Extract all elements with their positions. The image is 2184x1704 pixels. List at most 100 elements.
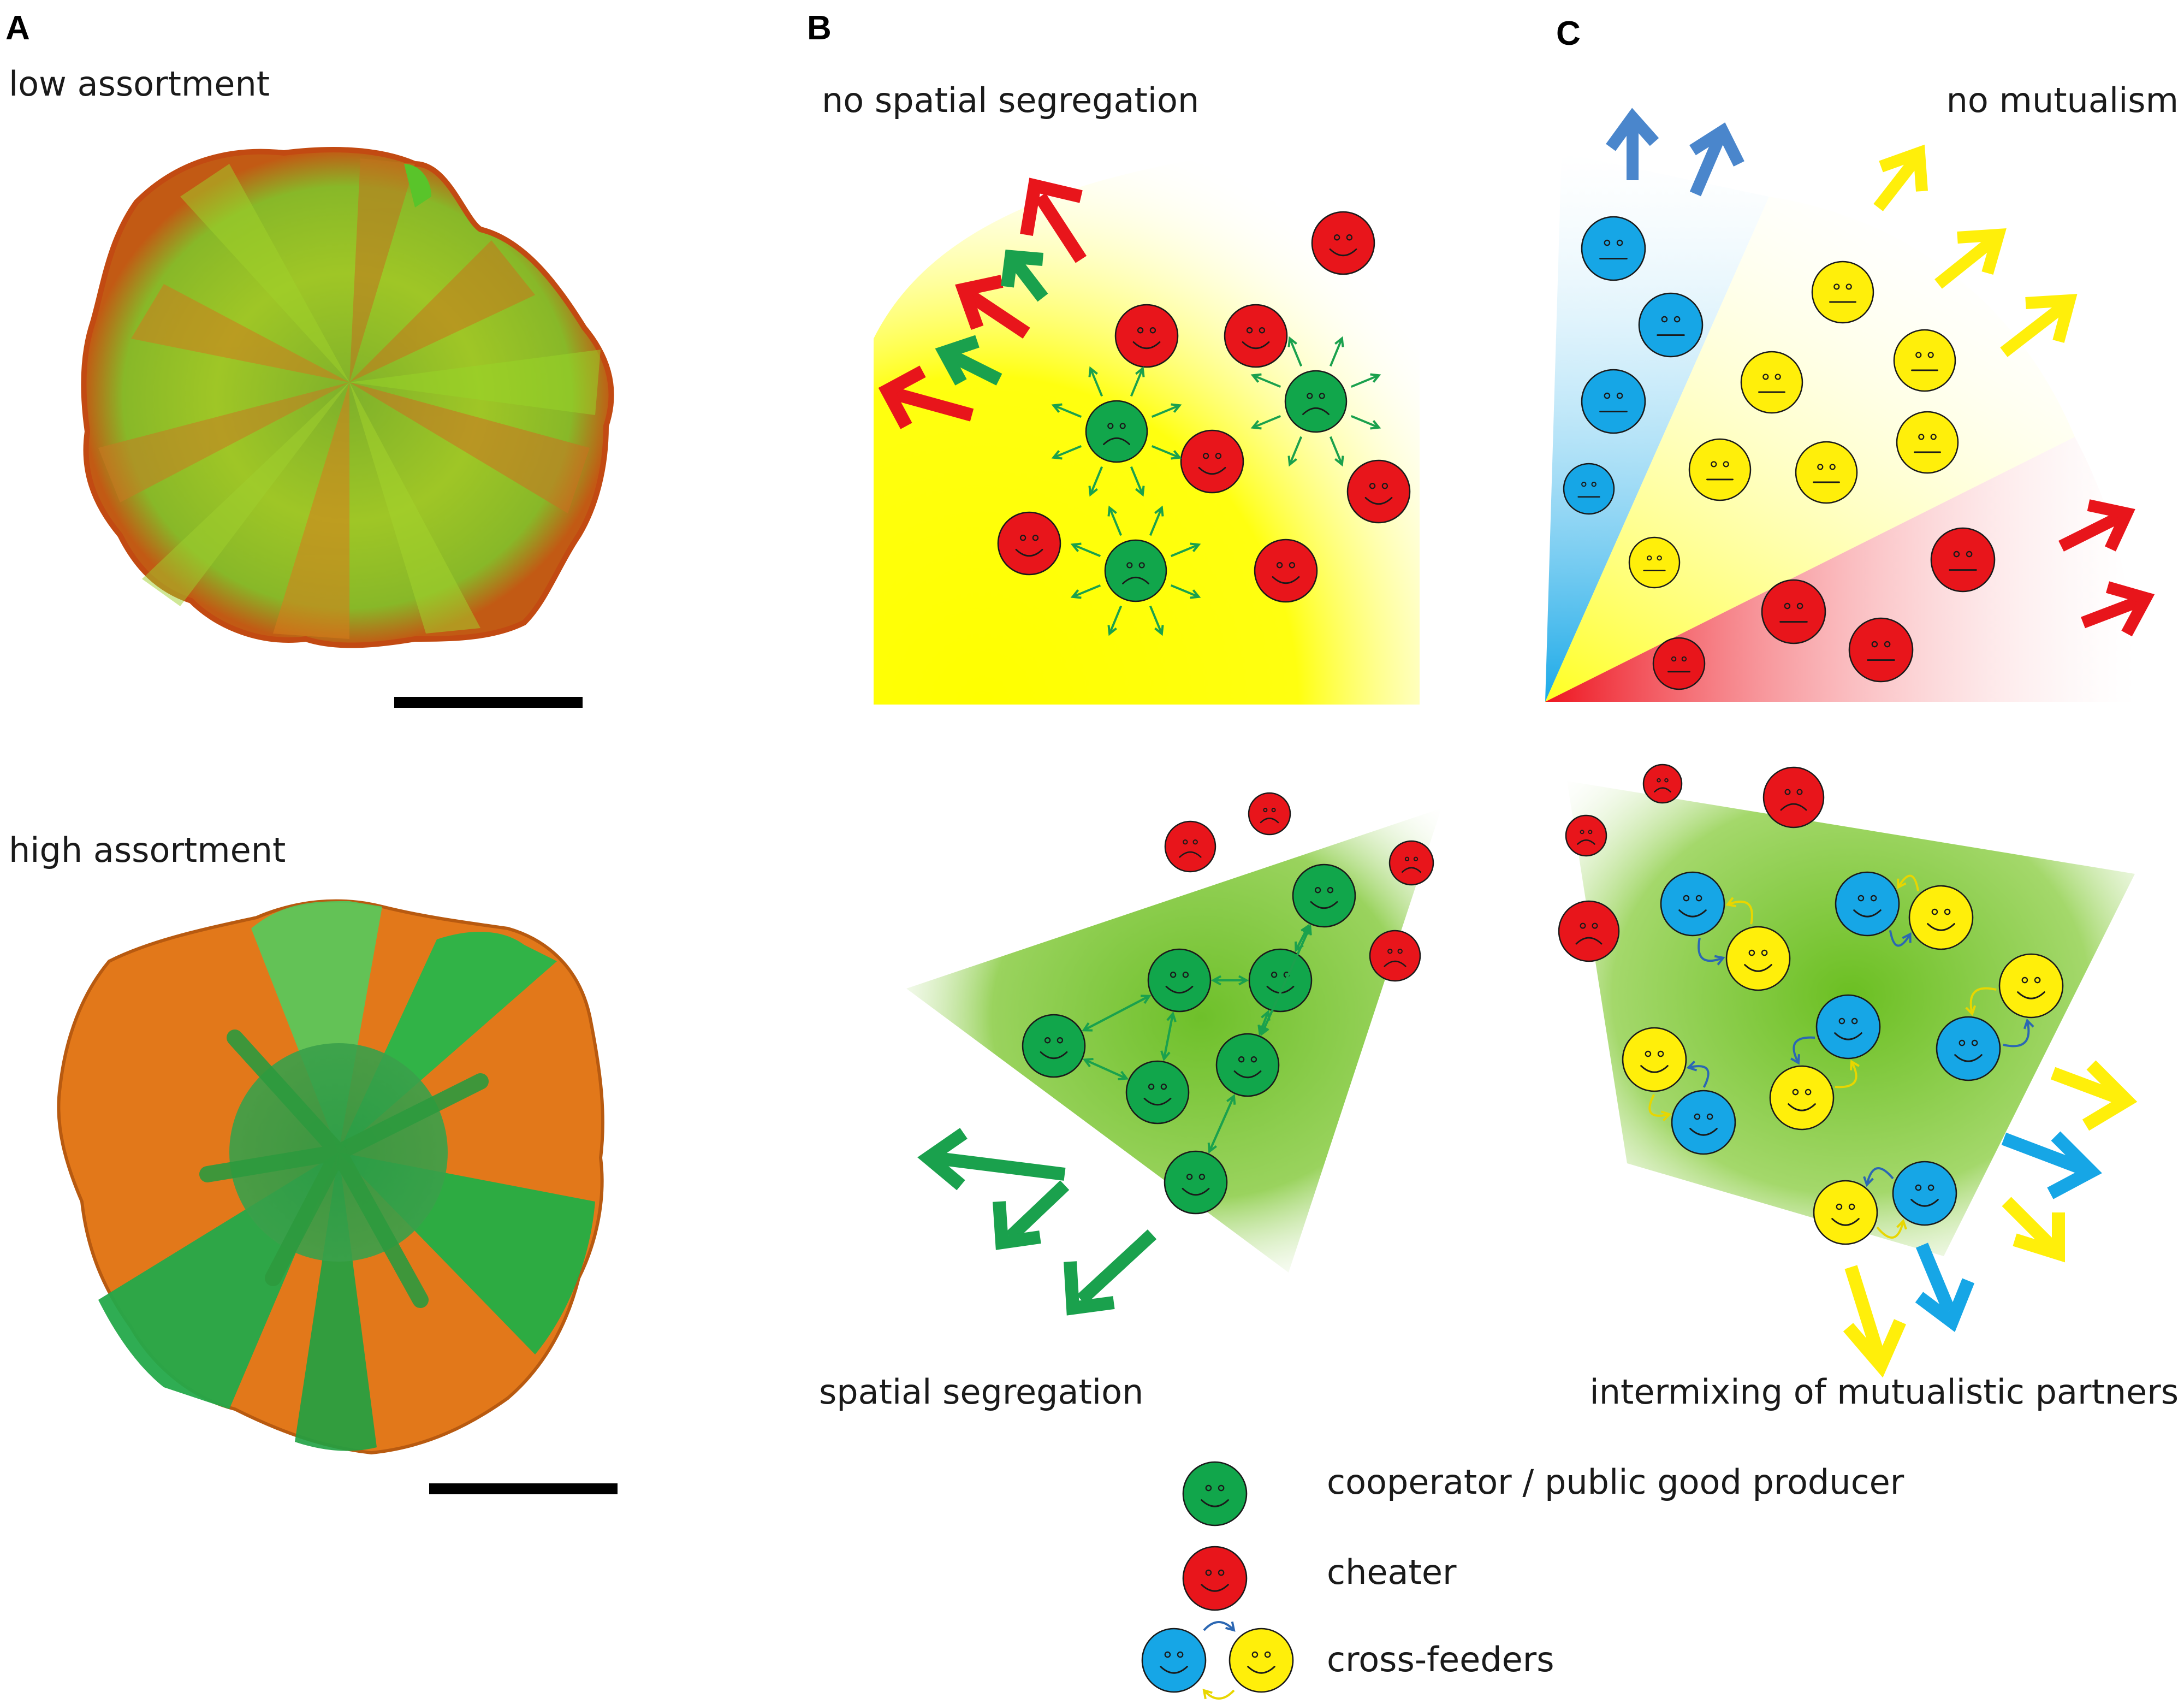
cross-feeding-arrow [1725, 897, 1753, 925]
cooperator-cell-icon [1022, 1014, 1086, 1078]
cross-feeder-yellow-cell-icon [1228, 1628, 1294, 1693]
cooperator-cell-icon [1215, 1033, 1280, 1097]
faces-panel-b [997, 211, 1434, 1215]
cross-feeder-yellow-cell-icon [1769, 1065, 1835, 1131]
cross-feeder-blue-cell-icon [1892, 1161, 1957, 1226]
cross-feeding-arrows-c [1648, 874, 2034, 1239]
cross-feeding-arrow [1965, 987, 1997, 1016]
cooperator-cell-icon [1284, 370, 1348, 433]
panel-a-top-label: low assortment [9, 64, 270, 104]
cross-feeder-blue-cell-icon [1581, 216, 1646, 281]
diffusion-arrow [1350, 415, 1381, 430]
panel-c-bottom-label: intermixing of mutualistic partners [1590, 1372, 2179, 1412]
diffusion-arrow [1070, 584, 1101, 599]
diffusion-arrow [1051, 403, 1082, 418]
panel-b-top-label: no spatial segregation [822, 80, 1199, 120]
cross-feeder-yellow-cell-icon [1725, 926, 1791, 991]
cross-feeding-arrow [2003, 1018, 2034, 1048]
diffusion-arrow [1107, 505, 1123, 536]
cheater-cell-icon [1164, 820, 1216, 873]
cooperator-cell-icon [1085, 400, 1148, 463]
cross-feeder-yellow-cell-icon [1908, 885, 1974, 950]
diffusion-arrow [1088, 466, 1103, 497]
faces-panel-c [1558, 216, 2064, 1245]
cross-feeder-yellow-cell-icon [1998, 953, 2064, 1019]
panel-a-letter: A [5, 9, 30, 47]
diffusion-arrow [1250, 373, 1281, 388]
diffusion-arrow [1170, 584, 1201, 599]
diffusion-arrow [1149, 605, 1164, 636]
outward-arrows-b [878, 177, 1087, 429]
cross-feeding-arrow [1686, 1061, 1710, 1088]
red-sector [1545, 437, 2135, 702]
colony-low-assortment [81, 147, 614, 648]
cross-feeder-blue-cell-icon [1638, 292, 1704, 358]
cross-feeding-arrow [1863, 1167, 1894, 1187]
cross-feeder-yellow-cell-icon [1896, 411, 1959, 474]
diffusion-arrow [1107, 605, 1123, 636]
cross-feeder-blue-cell-icon [1581, 369, 1646, 434]
cross-feeder-yellow-cell-icon [1740, 351, 1803, 414]
diffusion-arrow [1287, 436, 1303, 467]
cheater-cell-icon [1761, 579, 1826, 644]
panel-c-top-label: no mutualism [1946, 80, 2179, 120]
diffusion-arrow [1088, 366, 1103, 397]
cross-feeding-arrow [1835, 1060, 1860, 1088]
cheater-cell-icon [1180, 429, 1244, 494]
scale-bar-top [394, 697, 583, 708]
cross-feeder-yellow-cell-icon [1795, 441, 1858, 504]
cross-feeding-arrow [1897, 874, 1920, 891]
legend: cooperator / public good producer cheate… [1141, 1461, 1904, 1700]
cooperator-cell-icon [1164, 1150, 1228, 1215]
legend-label-cooperator: cooperator / public good producer [1327, 1462, 1904, 1502]
cross-feeder-blue-cell-icon [1815, 994, 1881, 1060]
diffusion-arrow [1051, 445, 1082, 460]
cooperator-cell-icon [1182, 1461, 1248, 1526]
cheater-cell-icon [1369, 930, 1421, 982]
cooperator-cell-icon [1125, 1060, 1190, 1125]
diffusion-arrow [1287, 336, 1303, 367]
diffusion-arrow [1151, 403, 1182, 418]
cheater-cell-icon [1388, 840, 1434, 886]
cross-feeder-blue-cell-icon [1563, 463, 1615, 515]
blue-sector [1545, 153, 1769, 702]
cross-feeder-blue-cell-icon [1660, 871, 1725, 937]
panel-a-bottom-label: high assortment [9, 830, 286, 870]
cheater-cell-icon [1254, 539, 1318, 603]
cross-feeding-arrow [1203, 1621, 1236, 1632]
diffusion-arrow [1170, 542, 1201, 558]
panel-c-letter: C [1556, 15, 1581, 52]
diffusion-arrow [1329, 336, 1344, 367]
diffusion-arrow [1250, 415, 1281, 430]
outward-arrows-c [1606, 108, 2155, 637]
small-arrows-panel-b [1051, 336, 1381, 1154]
cross-feeder-yellow-cell-icon [1622, 1027, 1687, 1092]
cross-feeder-yellow-cell-icon [1893, 329, 1956, 392]
colony-high-assortment [57, 899, 604, 1455]
diffusion-arrow [1130, 466, 1145, 497]
diffusion-arrow [1259, 1009, 1271, 1034]
cross-feeding-arrow [1790, 1036, 1815, 1065]
cheater-cell-icon [1762, 766, 1825, 829]
cheater-cell-icon [1642, 764, 1683, 804]
cheater-cell-icon [1182, 1546, 1248, 1611]
diffusion-arrow [1149, 505, 1164, 536]
cross-feeder-yellow-cell-icon [1811, 261, 1874, 324]
diffusion-arrow [1083, 995, 1152, 1032]
panel-b-letter: B [807, 9, 832, 47]
diffusion-arrow [1295, 925, 1310, 952]
cheater-cell-icon [1224, 304, 1288, 368]
cheater-cell-icon [1311, 211, 1375, 275]
diffusion-arrow [1162, 1011, 1177, 1060]
scale-bar-bottom [429, 1483, 618, 1494]
diffusion-arrow [1070, 542, 1101, 558]
cooperator-cell-icon [1292, 863, 1356, 928]
cross-feeding-arrow [1698, 938, 1725, 966]
panel-b-bottom-label: spatial segregation [819, 1372, 1143, 1412]
cross-feeding-arrow [1876, 1218, 1907, 1239]
diffusion-arrow [1208, 1093, 1236, 1152]
diffusion-arrow [1210, 975, 1247, 986]
cross-feeder-yellow-cell-icon [1688, 438, 1752, 501]
legend-label-cheater: cheater [1327, 1552, 1457, 1592]
